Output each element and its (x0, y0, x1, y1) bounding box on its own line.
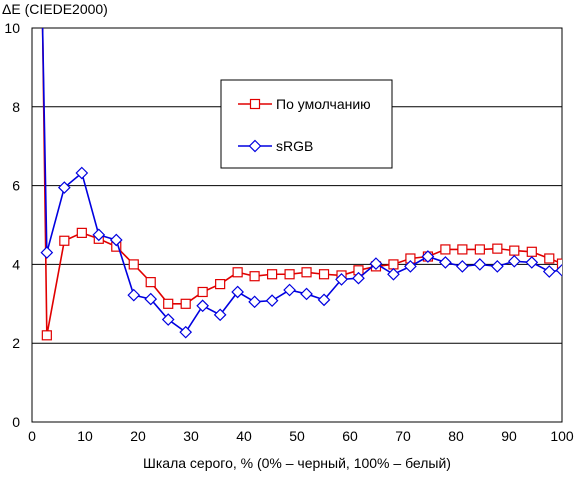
x-tick-label: 20 (130, 428, 146, 444)
legend-marker (248, 139, 262, 153)
series-srgb-point (283, 283, 296, 297)
x-axis-title: Шкала серого, % (0% – черный, 100% – бел… (143, 455, 451, 471)
x-tick-label: 50 (289, 428, 305, 444)
series-default-point (249, 271, 260, 282)
x-tick-label: 30 (183, 428, 199, 444)
series-default-point (457, 244, 468, 255)
series-srgb-point (473, 258, 487, 271)
series-srgb-point (387, 267, 400, 281)
plot-frame (31, 27, 563, 423)
series-srgb-point (57, 181, 71, 194)
series-srgb-point (161, 313, 175, 326)
series-srgb-point (404, 260, 417, 273)
series-srgb-point (248, 295, 261, 309)
y-tick-label: 4 (12, 256, 20, 272)
y-tick-label: 0 (12, 414, 20, 430)
series-default-point (197, 286, 208, 298)
series-default-point (59, 235, 70, 246)
series-default-point (284, 269, 295, 280)
x-tick-label: 90 (501, 428, 517, 444)
series-srgb-point (525, 256, 539, 269)
series-srgb-point (92, 228, 106, 242)
series-default-point (474, 244, 485, 255)
x-tick-label: 60 (342, 428, 358, 444)
series-srgb-point (265, 294, 279, 307)
legend-marker (249, 98, 261, 110)
series-srgb-point (196, 299, 210, 313)
series-srgb-point (231, 285, 244, 299)
legend: По умолчанию sRGB (220, 79, 393, 169)
series-default-point (492, 243, 503, 254)
series-layer (40, 28, 562, 341)
series-default-point (180, 298, 191, 309)
series-default-point (301, 267, 312, 278)
series-srgb-point (555, 263, 562, 277)
series-srgb (40, 28, 562, 339)
series-default-point (163, 298, 174, 309)
series-default-point (526, 246, 537, 257)
y-axis-title: ΔE (CIEDE2000) (2, 1, 108, 17)
series-srgb-point (335, 273, 348, 286)
series-default-point (76, 227, 87, 238)
series-srgb-point (109, 233, 123, 247)
series-srgb-point (179, 325, 193, 339)
series-srgb-point (75, 166, 89, 180)
series-default-point (41, 330, 52, 341)
series-srgb-point (352, 271, 365, 285)
x-tick-label: 80 (448, 428, 464, 444)
series-srgb-point (144, 292, 158, 306)
legend-item-default: По умолчанию (238, 96, 371, 112)
x-tick-label: 40 (236, 428, 252, 444)
legend-label: sRGB (276, 138, 313, 154)
series-srgb-point (507, 254, 521, 268)
y-tick-label: 6 (12, 178, 20, 194)
series-default-point (266, 269, 278, 280)
y-tick-label: 8 (12, 99, 20, 115)
series-srgb-point (490, 260, 504, 273)
series-srgb-point (40, 246, 54, 259)
series-srgb-point (542, 265, 556, 278)
series-srgb-point (421, 250, 435, 263)
legend-box (220, 79, 393, 169)
series-default-point (232, 267, 243, 278)
y-tick-label: 10 (4, 20, 20, 36)
series-srgb-point (300, 287, 313, 301)
series-srgb-point (439, 256, 452, 269)
series-srgb-point (127, 288, 141, 302)
x-tick-label: 10 (77, 428, 93, 444)
y-tick-labels: 0 2 4 6 8 10 (4, 20, 20, 430)
legend-label: По умолчанию (276, 96, 371, 112)
series-default-point (215, 279, 226, 290)
series-srgb-point (369, 257, 383, 270)
series-default-point (440, 244, 451, 255)
series-default-point (128, 259, 139, 270)
series-default-point (544, 253, 555, 264)
series-default-point (509, 245, 520, 256)
x-tick-label: 0 (28, 428, 36, 444)
series-default-point (145, 277, 156, 288)
series-default-point (556, 258, 562, 269)
series-srgb-point (317, 293, 331, 307)
x-tick-label: 100 (550, 428, 574, 444)
y-tick-label: 2 (12, 335, 20, 351)
legend-item-srgb: sRGB (238, 138, 313, 154)
series-srgb-point (213, 308, 227, 322)
x-tick-label: 70 (395, 428, 411, 444)
series-default-point (388, 259, 399, 270)
legend-items: По умолчанию sRGB (238, 96, 371, 154)
series-default-point (318, 269, 330, 280)
series-srgb-point (456, 260, 469, 273)
x-tick-labels: 0 10 20 30 40 50 60 70 80 90 100 (28, 428, 574, 444)
